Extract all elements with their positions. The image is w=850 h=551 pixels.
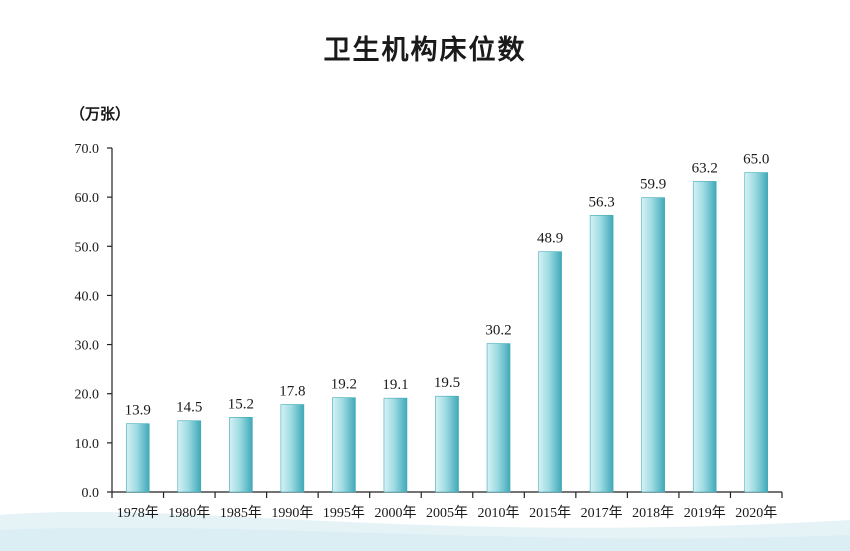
x-tick-label: 2020年 bbox=[735, 505, 777, 521]
data-label: 17.8 bbox=[279, 384, 305, 400]
y-tick-label: 50.0 bbox=[75, 240, 100, 255]
x-tick-label: 2019年 bbox=[684, 505, 726, 521]
x-tick-label: 2000年 bbox=[374, 505, 416, 521]
data-label: 19.1 bbox=[382, 377, 408, 393]
bar-1985年 bbox=[229, 417, 253, 493]
y-axis: 0.0 10.0 20.0 30.0 40.0 50.0 60.0 70.0 bbox=[75, 142, 113, 501]
y-tick-label: 20.0 bbox=[75, 388, 100, 403]
x-tick-label: 1995年 bbox=[323, 505, 365, 521]
x-axis bbox=[111, 491, 783, 498]
x-tick-label: 1980年 bbox=[168, 505, 210, 521]
data-label: 14.5 bbox=[176, 400, 202, 416]
bar-2015年 bbox=[538, 251, 562, 493]
bar-1980年 bbox=[177, 420, 202, 493]
data-label: 13.9 bbox=[125, 403, 151, 419]
value-labels: 13.9 14.5 15.2 17.8 19.2 19.1 19.5 30.2 48.9 56.3… bbox=[125, 152, 770, 419]
data-label: 59.9 bbox=[640, 177, 666, 193]
data-label: 63.2 bbox=[692, 160, 718, 176]
y-tick-label: 60.0 bbox=[75, 191, 100, 206]
x-tick-label: 1985年 bbox=[220, 505, 262, 521]
y-axis-unit-label: （万张） bbox=[70, 105, 131, 123]
data-label: 48.9 bbox=[537, 231, 563, 247]
data-label: 15.2 bbox=[228, 396, 254, 412]
x-tick-label: 2005年 bbox=[426, 505, 468, 521]
category-labels: 1978年 1980年 1985年 1990年 1995年 2000年 2005年 2010年… bbox=[117, 505, 777, 521]
y-tick-label: 70.0 bbox=[75, 142, 100, 157]
x-tick-label: 1990年 bbox=[271, 505, 313, 521]
bar-2020年 bbox=[744, 172, 769, 493]
bar-2010年 bbox=[486, 343, 511, 493]
bar-2000年 bbox=[383, 397, 408, 493]
bar-1990年 bbox=[280, 404, 305, 493]
bars bbox=[125, 172, 769, 493]
chart-title: 卫生机构床位数 bbox=[323, 35, 527, 66]
bar-2005年 bbox=[435, 395, 459, 493]
x-tick-label: 1978年 bbox=[117, 505, 159, 521]
bar-2019年 bbox=[692, 181, 717, 493]
data-label: 19.2 bbox=[331, 377, 357, 393]
bar-1978年 bbox=[125, 423, 150, 493]
bar-1995年 bbox=[332, 397, 356, 493]
x-tick-label: 2017年 bbox=[581, 505, 623, 521]
x-tick-label: 2015年 bbox=[529, 505, 571, 521]
y-tick-label: 10.0 bbox=[75, 437, 100, 452]
data-label: 65.0 bbox=[743, 152, 769, 168]
y-tick-label: 0.0 bbox=[82, 486, 100, 501]
bar-2017年 bbox=[589, 215, 614, 493]
bar-2018年 bbox=[641, 197, 665, 493]
x-tick-label: 2018年 bbox=[632, 505, 674, 521]
background-wave bbox=[0, 527, 850, 551]
data-label: 30.2 bbox=[485, 323, 511, 339]
y-tick-label: 30.0 bbox=[75, 339, 100, 354]
data-label: 56.3 bbox=[588, 194, 614, 210]
data-label: 19.5 bbox=[434, 375, 460, 391]
y-tick-label: 40.0 bbox=[75, 289, 100, 304]
x-tick-label: 2010年 bbox=[478, 505, 520, 521]
